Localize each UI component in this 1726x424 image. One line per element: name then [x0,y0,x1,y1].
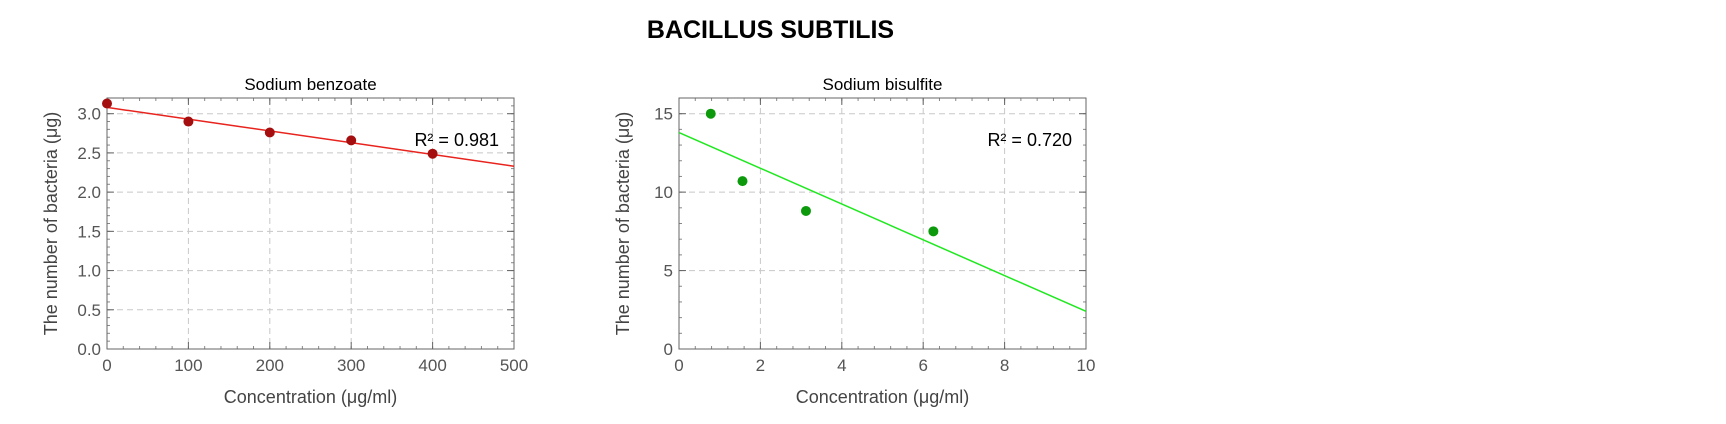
chart1-y-tick-label: 1.5 [77,222,101,241]
chart2-fit-line [678,131,1087,313]
chart1-x-tick-label: 300 [337,356,365,375]
chart1-data-point [183,116,194,127]
chart2-y-tick-label: 5 [664,262,673,281]
chart1-y-tick-label: 2.5 [77,144,101,163]
chart1-data-point [427,148,438,159]
chart2-plot-frame [678,97,1087,350]
chart1-fit-line [106,106,515,167]
chart2-data-point [928,226,939,237]
chart1-x-tick-label: 400 [418,356,446,375]
chart2-y-tick-label: 0 [664,340,673,359]
chart2-r-squared-label: R² = 0.720 [987,130,1072,150]
chart2-data-point [705,108,716,119]
chart2-title: Sodium bisulfite [822,75,942,94]
chart2-y-axis-label: The number of bacteria (μg) [613,112,633,335]
chart2-data-point [800,205,811,216]
chart2-x-tick-label: 0 [674,356,683,375]
chart2-y-tick-label: 10 [654,183,673,202]
chart1-x-tick-label: 100 [174,356,202,375]
chart2-x-tick-label: 8 [1000,356,1009,375]
chart2-x-tick-label: 2 [756,356,765,375]
chart1-r-squared-label: R² = 0.981 [414,130,499,150]
chart1-x-tick-label: 500 [500,356,528,375]
chart2-x-tick-label: 4 [837,356,846,375]
chart1-x-tick-label: 200 [256,356,284,375]
chart1-y-tick-label: 2.0 [77,183,101,202]
chart1-data-point [102,98,112,109]
chart1-y-tick-label: 0.0 [77,340,101,359]
chart1-plot-frame [106,97,515,350]
chart1-y-tick-label: 1.0 [77,262,101,281]
chart1-x-axis-label: Concentration (μg/ml) [224,387,397,407]
chart2-y-tick-label: 15 [654,105,673,124]
chart1-y-tick-label: 3.0 [77,105,101,124]
chart1-y-axis-label: The number of bacteria (μg) [41,112,61,335]
chart1-x-tick-label: 0 [102,356,111,375]
chart1-data-point [264,127,275,138]
chart1-data-point [346,135,357,146]
chart2-x-tick-label: 10 [1077,356,1096,375]
chart2-data-point [737,176,748,187]
chart2-x-axis-label: Concentration (μg/ml) [796,387,969,407]
chart1-title: Sodium benzoate [244,75,376,94]
chart1-y-tick-label: 0.5 [77,301,101,320]
chart2-x-tick-label: 6 [918,356,927,375]
main-title: BACILLUS SUBTILIS [646,16,895,44]
